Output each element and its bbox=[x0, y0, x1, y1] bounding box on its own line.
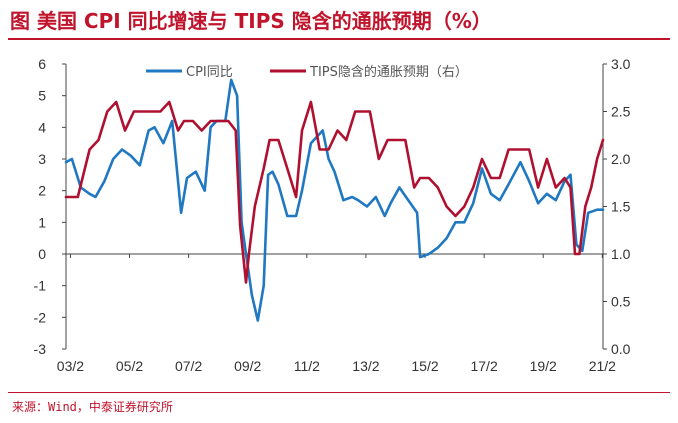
right-tick-label: 2.0 bbox=[611, 151, 631, 167]
right-tick-label: 0.0 bbox=[611, 341, 631, 357]
footer-divider bbox=[8, 392, 670, 393]
chart-title: 图 美国 CPI 同比增速与 TIPS 隐含的通胀预期（%） bbox=[10, 9, 492, 33]
x-tick-label: 13/2 bbox=[352, 358, 379, 374]
right-tick-label: 3.0 bbox=[611, 56, 631, 72]
left-tick-label: 4 bbox=[38, 119, 46, 135]
legend-label-tips: TIPS隐含的通胀预期（右） bbox=[309, 64, 468, 80]
chart-legend: CPI同比 TIPS隐含的通胀预期（右） bbox=[146, 64, 468, 80]
left-tick-label: 1 bbox=[38, 214, 46, 230]
x-tick-label: 09/2 bbox=[234, 358, 261, 374]
left-tick-label: 0 bbox=[38, 246, 46, 262]
x-tick-label: 11/2 bbox=[294, 358, 320, 374]
left-tick-label: 3 bbox=[38, 151, 46, 167]
right-tick-label: 0.5 bbox=[611, 294, 631, 310]
x-tick-label: 17/2 bbox=[470, 358, 497, 374]
left-tick-label: 6 bbox=[38, 56, 46, 72]
right-tick-label: 1.0 bbox=[611, 246, 631, 262]
right-tick-label: 1.5 bbox=[611, 199, 631, 215]
x-tick-label: 15/2 bbox=[411, 358, 438, 374]
left-tick-label: -2 bbox=[34, 309, 47, 325]
x-tick-label: 07/2 bbox=[175, 358, 202, 374]
x-tick-label: 19/2 bbox=[530, 358, 557, 374]
left-tick-label: -1 bbox=[34, 278, 47, 294]
left-tick-label: 5 bbox=[38, 88, 46, 104]
x-tick-label: 21/2 bbox=[589, 358, 616, 374]
right-tick-label: 2.5 bbox=[611, 104, 631, 120]
legend-label-cpi: CPI同比 bbox=[186, 65, 233, 80]
x-tick-label: 05/2 bbox=[116, 358, 143, 374]
left-tick-label: 2 bbox=[38, 183, 46, 199]
chart-axes: 6 5 4 3 2 1 0 -1 -2 -3 3.0 2.5 2.0 1.5 1.0 0.5 0.0 03/2 05… bbox=[34, 56, 631, 374]
source-note: 来源：Wind，中泰证券研究所 bbox=[12, 400, 173, 414]
series-line-tips bbox=[64, 100, 605, 284]
x-tick-label: 03/2 bbox=[57, 358, 84, 374]
left-tick-label: -3 bbox=[34, 341, 47, 357]
title-divider bbox=[8, 38, 670, 40]
chart-series bbox=[64, 78, 605, 322]
series-line-cpi bbox=[64, 78, 605, 322]
